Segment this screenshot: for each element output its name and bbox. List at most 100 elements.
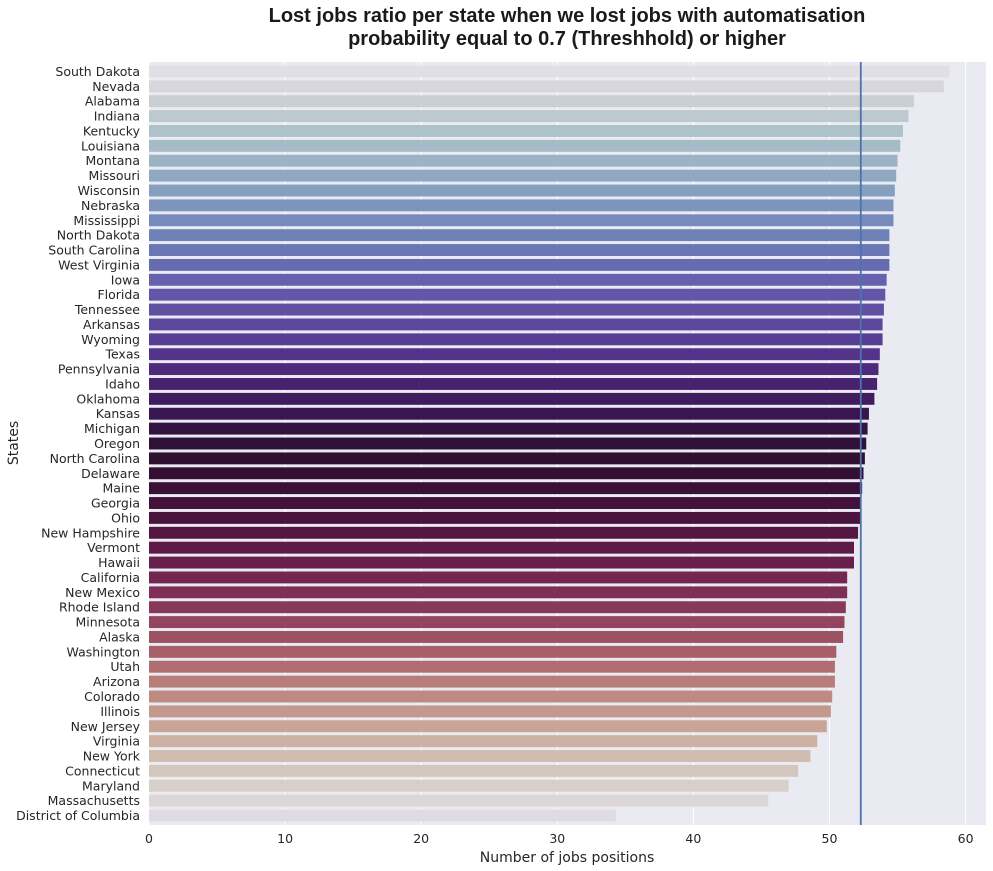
y-tick-label: Wisconsin (78, 183, 140, 198)
bar (149, 601, 846, 614)
bar (149, 556, 854, 569)
y-tick-label: Delaware (81, 466, 140, 481)
bar (149, 616, 845, 629)
x-tick-label: 20 (413, 831, 429, 846)
y-tick-label: North Carolina (50, 451, 140, 466)
bar (149, 258, 890, 271)
y-tick-label: Maine (102, 481, 140, 496)
y-tick-label: Montana (86, 153, 141, 168)
bar (149, 735, 818, 748)
x-tick-label: 50 (822, 831, 838, 846)
y-tick-label: New Jersey (71, 719, 141, 734)
bar (149, 139, 901, 152)
bar (149, 586, 848, 599)
y-tick-label: Colorado (84, 689, 140, 704)
bar (149, 750, 811, 762)
bar (149, 437, 867, 450)
bar (149, 199, 894, 212)
y-tick-label: North Dakota (57, 228, 140, 243)
bar (149, 154, 898, 167)
y-tick-label: South Carolina (48, 243, 140, 258)
y-tick-label: Washington (67, 644, 140, 659)
y-tick-label: District of Columbia (16, 808, 140, 823)
x-tick-label: 60 (958, 831, 974, 846)
y-tick-label: Kansas (96, 406, 140, 421)
bar (149, 125, 903, 137)
y-tick-label: Minnesota (75, 615, 140, 630)
bar (149, 229, 890, 242)
bars (149, 65, 950, 822)
x-tick-label: 40 (685, 831, 701, 846)
y-tick-label: Georgia (91, 496, 140, 511)
y-tick-label: Texas (104, 347, 140, 362)
bar (149, 497, 861, 509)
y-tick-label: Oklahoma (76, 391, 140, 406)
bar (149, 80, 944, 93)
y-tick-label: Pennsylvania (58, 362, 140, 377)
bar (149, 378, 878, 390)
y-tick-label: Vermont (87, 540, 140, 555)
y-tick-label: Louisiana (81, 138, 140, 153)
bar (149, 422, 868, 435)
bar (149, 511, 861, 524)
y-tick-label: Florida (97, 287, 140, 302)
bar (149, 809, 616, 822)
bar (149, 303, 884, 316)
y-tick-label: Nebraska (81, 198, 140, 213)
y-tick-label: California (81, 570, 140, 585)
y-tick-label: Alabama (85, 94, 140, 109)
y-tick-label: Idaho (105, 376, 140, 391)
y-tick-label: Arizona (93, 674, 140, 689)
bar (149, 273, 887, 286)
x-tick-label: 30 (549, 831, 565, 846)
bar (149, 169, 897, 182)
y-tick-label: Tennessee (74, 302, 140, 317)
bar (149, 392, 875, 405)
bar (149, 184, 895, 197)
y-tick-label: Kentucky (83, 123, 141, 138)
x-tick-labels: 0 10 20 30 40 50 60 (145, 831, 974, 846)
y-tick-label: Connecticut (65, 763, 140, 778)
bar (149, 95, 914, 108)
y-tick-labels: South DakotaNevadaAlabamaIndianaKentucky… (16, 64, 141, 823)
y-tick-label: Arkansas (83, 317, 140, 332)
bar (149, 660, 835, 673)
y-tick-label: New York (83, 749, 141, 764)
bar (149, 482, 863, 495)
y-tick-label: Ohio (111, 510, 140, 525)
y-tick-label: Utah (110, 659, 140, 674)
bar (149, 214, 894, 227)
bar (149, 675, 835, 688)
bar (149, 288, 886, 301)
bar (149, 645, 837, 658)
y-tick-label: Mississippi (73, 213, 140, 228)
bar (149, 705, 831, 718)
bar (149, 526, 859, 539)
y-tick-label: Nevada (92, 79, 140, 94)
bar (149, 110, 909, 123)
y-axis-label: States (6, 421, 22, 465)
y-tick-label: Alaska (99, 629, 140, 644)
x-tick-label: 0 (145, 831, 153, 846)
y-tick-label: West Virginia (58, 257, 140, 272)
y-tick-label: Iowa (111, 272, 140, 287)
bar (149, 65, 950, 78)
y-tick-label: Illinois (100, 704, 140, 719)
y-tick-label: Oregon (94, 436, 140, 451)
bar (149, 407, 869, 420)
bar (149, 363, 879, 376)
bar (149, 764, 799, 777)
bar (149, 244, 890, 256)
bar (149, 541, 854, 554)
chart-title-line-2: probability equal to 0.7 (Threshhold) or… (348, 28, 786, 50)
x-axis-label: Number of jobs positions (480, 850, 654, 866)
y-tick-label: New Mexico (65, 585, 140, 600)
y-tick-label: Massachusetts (48, 793, 140, 808)
y-tick-label: New Hampshire (41, 525, 140, 540)
bar (149, 631, 844, 643)
bar (149, 720, 827, 733)
y-tick-label: Michigan (84, 421, 140, 436)
x-tick-label: 10 (277, 831, 293, 846)
bar (149, 348, 880, 361)
bar (149, 333, 883, 346)
